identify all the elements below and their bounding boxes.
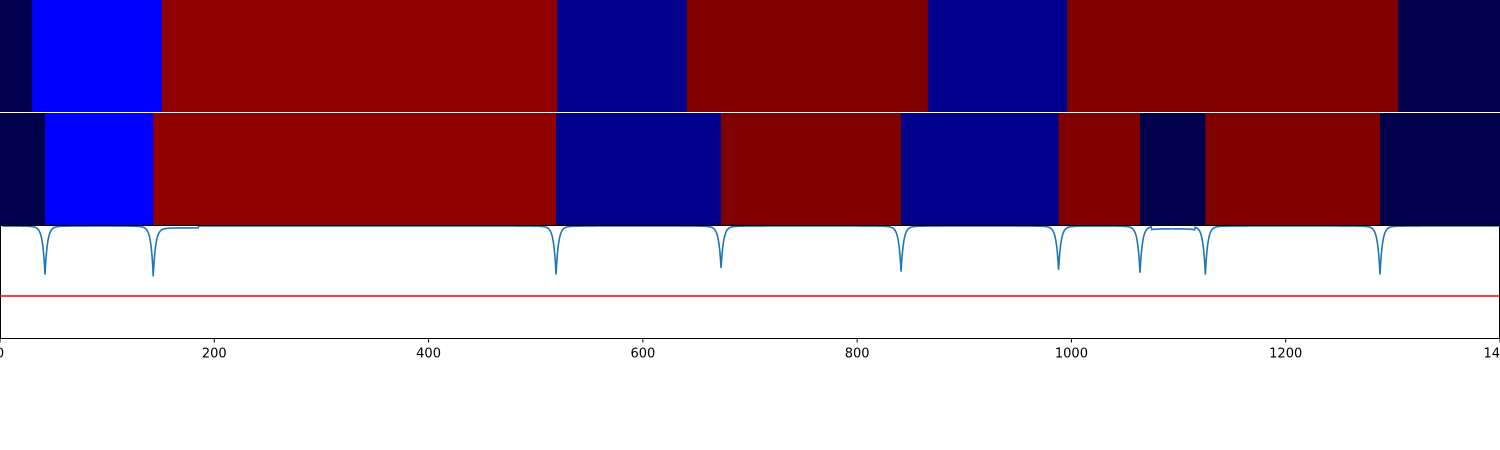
signal-line [2, 226, 1500, 277]
bottom-segmentation-band [0, 113, 1500, 225]
top-band-segment-4 [686, 0, 929, 112]
top-band-segment-1 [32, 0, 163, 112]
bottom-band-segment-9 [1380, 113, 1500, 225]
top-band-segment-0 [0, 0, 33, 112]
top-band-segment-2 [161, 0, 558, 112]
signal-panel [0, 226, 1500, 297]
x-tick-label-6: 1200 [1269, 347, 1302, 362]
x-tick-label-2: 400 [416, 347, 441, 362]
top-band-segment-7 [1398, 0, 1500, 112]
x-tick-label-3: 600 [630, 347, 655, 362]
top-band-segment-3 [557, 0, 688, 112]
x-tick-label-7: 1400 [1483, 347, 1500, 362]
x-tick-label-4: 800 [845, 347, 870, 362]
x-tick-label-1: 200 [202, 347, 227, 362]
top-band-segment-6 [1067, 0, 1399, 112]
bottom-band-segment-6 [1058, 113, 1141, 225]
bottom-band-segment-1 [45, 113, 154, 225]
bottom-band-segment-8 [1205, 113, 1381, 225]
bottom-band-segment-0 [0, 113, 46, 225]
x-tick-label-5: 1000 [1055, 347, 1088, 362]
bottom-band-segment-7 [1140, 113, 1206, 225]
bottom-band-segment-2 [153, 113, 557, 225]
top-band-segment-5 [927, 0, 1068, 112]
signal-panel-frame [0, 225, 1500, 339]
bottom-band-segment-5 [901, 113, 1060, 225]
x-tick-label-0: 0 [0, 347, 4, 362]
x-axis: 0 200 400 600 800 1000 1200 1400 [0, 338, 1500, 362]
bottom-band-segment-3 [556, 113, 722, 225]
top-segmentation-band [0, 0, 1500, 112]
bottom-band-segment-4 [721, 113, 902, 225]
